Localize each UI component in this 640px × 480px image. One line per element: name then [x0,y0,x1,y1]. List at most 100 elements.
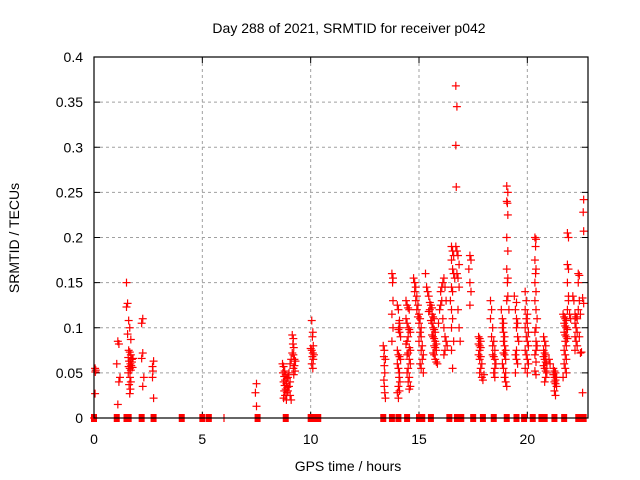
data-marks [90,81,588,422]
data-point [430,350,439,359]
data-point [503,278,512,287]
data-point [522,314,531,323]
data-point [149,394,158,403]
data-point [572,337,581,346]
data-point [416,359,425,368]
data-point [91,367,100,376]
x-axis-label: GPS time / hours [295,458,402,474]
data-point [502,233,511,242]
data-point [574,278,583,287]
data-point [523,319,532,328]
data-point [288,330,297,339]
data-point [489,368,498,377]
y-tick-label: 0.05 [56,365,83,381]
data-point [498,314,507,323]
data-point [452,102,461,111]
data-point [288,339,297,348]
data-point [562,341,571,350]
data-point [439,350,448,359]
y-tick-label: 0.2 [64,230,84,246]
data-point [532,235,540,244]
data-point [523,337,532,346]
data-point [307,316,316,325]
data-point [126,385,135,394]
data-point [404,349,413,358]
data-point [411,283,420,292]
data-point [530,296,539,305]
data-point [579,227,588,236]
data-point [465,278,474,287]
data-point [394,305,403,314]
data-point [564,265,573,274]
data-point [447,283,456,292]
data-point [389,296,397,305]
data-point [530,350,539,359]
data-point [579,208,588,217]
data-point [562,355,571,364]
data-point [122,302,131,311]
data-point [511,368,520,377]
data-point [124,353,133,362]
data-point [404,364,413,373]
x-tick-label: 15 [411,431,427,447]
data-point [149,357,158,366]
y-axis-label: SRMTID / TECUs [6,183,22,293]
data-point [116,373,124,382]
data-point [512,323,521,332]
data-point [541,373,550,382]
data-point [522,350,531,359]
data-point [502,382,511,391]
data-point [500,350,509,359]
data-point [405,355,414,364]
data-point [409,274,418,283]
data-point [436,287,445,296]
data-point [546,359,555,368]
axis-ticks: 0 0.05 0.1 0.15 0.2 0.25 0.3 0.35 0.4 0 5 10 15 20 [56,49,588,447]
data-point [541,341,550,350]
data-point [447,323,456,332]
data-point [499,328,508,337]
data-point [125,380,134,389]
data-point [388,278,397,287]
data-point [404,323,413,332]
data-point [568,292,577,301]
data-point [448,265,457,274]
data-point [563,278,572,287]
data-point [448,287,457,296]
data-point [540,337,549,346]
data-point [433,359,442,368]
data-point [286,391,295,400]
data-point [286,377,295,386]
data-point [512,298,521,307]
data-point [490,364,499,373]
data-point [486,296,495,305]
data-point [307,359,316,368]
data-point [562,368,571,377]
data-point [381,394,390,403]
data-point [139,373,148,382]
data-point [447,346,456,355]
data-point [532,358,540,367]
data-point [578,388,587,397]
data-point [502,265,511,274]
data-point [405,305,414,314]
data-point [478,376,487,385]
data-point [563,260,572,269]
data-point [430,341,439,350]
x-tick-label: 0 [90,431,98,447]
data-point [126,335,135,344]
data-point [530,278,539,287]
data-point [308,332,317,341]
data-point [512,314,521,323]
data-point [561,364,570,373]
data-point [532,370,540,379]
data-point [573,328,582,337]
data-point [435,305,444,314]
data-point [530,367,539,376]
data-point [501,355,510,364]
data-point [476,364,485,373]
data-point [577,348,586,357]
data-point [498,323,507,332]
data-point [395,377,404,386]
data-point [403,368,412,377]
